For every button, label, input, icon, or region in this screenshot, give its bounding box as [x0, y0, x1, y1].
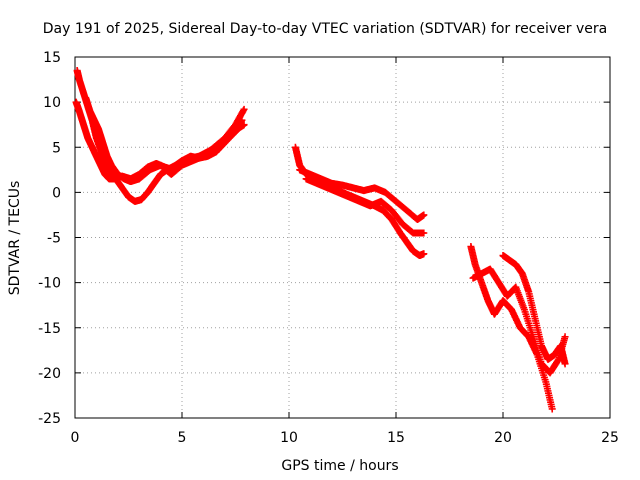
y-tick-label: -25 — [38, 411, 61, 427]
data-point — [420, 229, 428, 237]
data-point — [240, 105, 248, 113]
grid-lines — [75, 57, 610, 418]
series-arc-2c — [302, 175, 428, 237]
x-tick-label: 10 — [280, 430, 298, 446]
x-tick-label: 20 — [494, 430, 512, 446]
y-tick-label: -5 — [47, 231, 61, 247]
y-tick-label: -10 — [38, 276, 61, 292]
axis-ticks: 0 5 10 15 20 25 -25 -20 -15 -10 -5 0 5 10 15 — [38, 50, 619, 446]
series-arc-1c — [82, 94, 248, 186]
series-arc-3c — [499, 252, 569, 368]
x-tick-label: 0 — [71, 430, 80, 446]
y-tick-label: 15 — [43, 50, 61, 66]
series-arc-2b — [296, 166, 428, 223]
data-point — [561, 333, 569, 341]
x-tick-label: 25 — [601, 430, 619, 446]
data-point — [561, 360, 569, 368]
data-point — [420, 211, 428, 219]
y-tick-label: 0 — [52, 185, 61, 201]
y-tick-label: 5 — [52, 140, 61, 156]
x-tick-label: 15 — [387, 430, 405, 446]
x-axis-label: GPS time / hours — [281, 458, 398, 474]
data-point — [548, 405, 556, 413]
x-tick-label: 5 — [178, 430, 187, 446]
chart-title: Day 191 of 2025, Sidereal Day-to-day VTE… — [43, 21, 607, 37]
y-axis-label: SDTVAR / TECUs — [7, 181, 23, 296]
y-tick-label: -20 — [38, 366, 61, 382]
data-points — [72, 67, 569, 413]
data-point — [420, 250, 428, 258]
y-tick-label: 10 — [43, 95, 61, 111]
y-tick-label: -15 — [38, 321, 61, 337]
series-arc-3b — [469, 265, 569, 377]
